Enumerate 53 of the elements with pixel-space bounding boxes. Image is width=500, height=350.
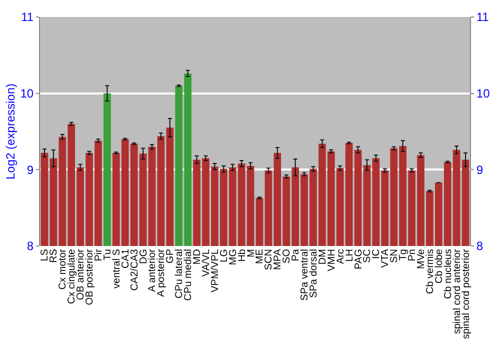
x-tick-label: ventral S — [111, 248, 122, 288]
x-tick-label: IC — [371, 249, 382, 259]
x-tick-label: SN — [389, 249, 400, 263]
x-tick-label: Arc — [335, 249, 346, 264]
x-tick-label: OB posterior — [84, 248, 96, 306]
x-tick-label: VPM/VPL — [210, 248, 221, 292]
x-tick-label: MG — [228, 248, 239, 266]
y2-tick-label: 9 — [476, 162, 484, 177]
x-tick-label: VA/VL — [200, 248, 212, 277]
x-tick-label: M — [246, 249, 257, 258]
x-tick-label: Cb nucleus — [442, 249, 454, 300]
x-tick-label: Tg — [398, 249, 410, 261]
x-tick-label: CPu medial — [183, 249, 194, 301]
x-tick-label: SO — [282, 248, 293, 264]
x-tick-label: Cb vermis — [424, 249, 436, 294]
y-tick-label: 8 — [26, 239, 34, 254]
x-tick-label: DG — [138, 248, 150, 264]
x-tick-label: VMH — [326, 249, 338, 272]
x-tick-label: A anterior — [147, 248, 158, 292]
x-tick-label: SCN — [264, 249, 275, 270]
x-tick-label: Cx cingulate — [66, 248, 78, 304]
x-tick-label: GP — [165, 248, 176, 264]
x-tick-label: RS — [48, 248, 60, 263]
x-tick-label: Pir — [93, 248, 104, 262]
x-tick-label: Hb — [236, 248, 248, 262]
y-tick-label: 11 — [21, 10, 34, 24]
y-axis-title: Log2 (expression) — [4, 83, 18, 180]
x-tick-label: SC — [362, 249, 374, 263]
x-tick-label: MPA — [272, 248, 284, 270]
x-tick-label: Tu — [102, 249, 114, 260]
x-tick-label: spinal cord anterior — [452, 248, 463, 334]
x-tick-label: MVe — [416, 248, 427, 270]
x-tick-label: CA1 — [120, 248, 132, 268]
x-tick-label: Pa — [290, 248, 302, 262]
x-tick-label: PAG — [353, 248, 364, 270]
y2-tick-label: 8 — [476, 239, 484, 254]
y2-tick-label: 10 — [476, 86, 490, 101]
x-tick-label: SPa dorsal — [308, 249, 320, 298]
x-tick-label: Pn — [407, 249, 418, 262]
x-tick-label: VTA — [380, 248, 392, 268]
y-tick-label: 10 — [20, 86, 34, 101]
x-tick-label: spinal cord posterior — [460, 248, 472, 340]
x-tick-label: CA2/CA3 — [129, 248, 140, 291]
x-tick-label: DM — [317, 249, 328, 265]
y-tick-label: 9 — [26, 162, 34, 177]
x-tick-label: ME — [254, 248, 266, 264]
y2-tick-label: 11 — [476, 10, 490, 24]
x-tick-label: LS — [40, 248, 51, 262]
x-tick-label: LG — [218, 248, 230, 262]
x-tick-label: OB anterior — [76, 248, 87, 300]
x-tick-label: Cb lobe — [434, 248, 445, 284]
x-tick-label: LH — [344, 249, 356, 262]
x-tick-label: A posterior — [156, 248, 168, 297]
